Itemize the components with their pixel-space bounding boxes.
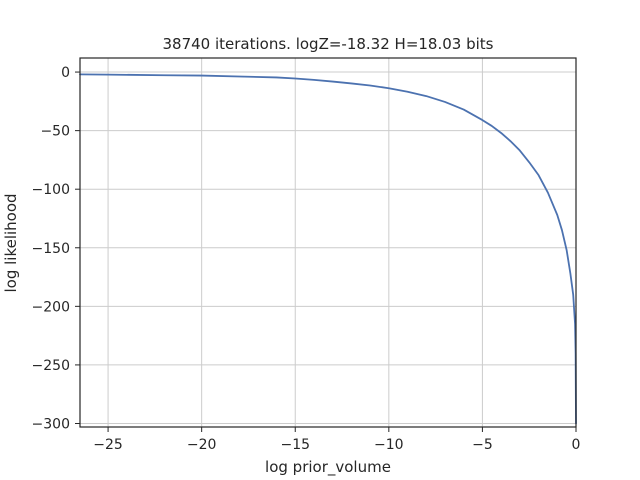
y-tick-label: −100	[32, 182, 70, 198]
y-tick-label: −200	[32, 299, 70, 315]
x-axis-label: log prior_volume	[265, 458, 391, 477]
series-layer	[79, 73, 577, 425]
y-tick-label: −250	[32, 358, 70, 374]
x-tick-label: −5	[472, 437, 493, 453]
y-axis-label: log likelihood	[2, 193, 20, 292]
series-line	[79, 73, 577, 425]
x-tick-label: 0	[572, 437, 581, 453]
y-tick-label: −50	[40, 124, 70, 140]
x-tick-label: −20	[187, 437, 217, 453]
x-tick-label: −10	[374, 437, 404, 453]
plot-frame	[79, 57, 577, 428]
y-tick-label: 0	[61, 65, 70, 81]
y-tick-label: −150	[32, 241, 70, 257]
x-tick-label: −25	[93, 437, 123, 453]
y-tick-label: −300	[32, 416, 70, 432]
x-tick-label: −15	[280, 437, 310, 453]
axis-ticks: −25 −20 −15 −10 −5 00−50−100−150−200−250−300	[32, 65, 581, 453]
chart-title: 38740 iterations. logZ=-18.32 H=18.03 bi…	[163, 35, 494, 53]
grid-lines	[80, 58, 577, 427]
